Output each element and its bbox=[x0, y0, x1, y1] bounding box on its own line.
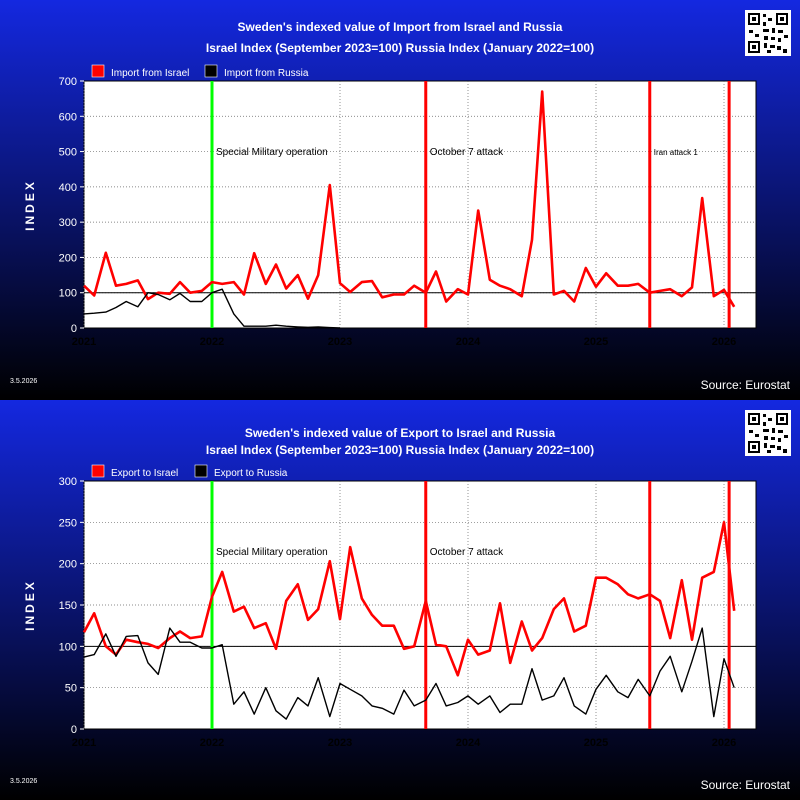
y-tick-label: 150 bbox=[59, 600, 77, 612]
legend-label-russia: Export to Russia bbox=[214, 468, 288, 479]
y-tick-label: 600 bbox=[59, 111, 77, 123]
x-tick-label: 2023 bbox=[328, 737, 352, 749]
legend-label-russia: Import from Russia bbox=[224, 68, 309, 79]
x-tick-label: 2021 bbox=[72, 336, 96, 348]
series-lines bbox=[83, 90, 736, 329]
export-chart-panel: Sweden's indexed value of Export to Isra… bbox=[0, 400, 800, 800]
y-tick-label: 50 bbox=[65, 683, 77, 695]
x-tick-label: 2026 bbox=[712, 336, 736, 348]
date-stamp: 3.5.2026 bbox=[10, 378, 37, 385]
qr-code-icon bbox=[745, 410, 791, 456]
y-tick-label: 700 bbox=[59, 76, 77, 88]
series-line-russia bbox=[83, 627, 735, 720]
x-tick-label: 2025 bbox=[584, 737, 608, 749]
y-tick-label: 200 bbox=[59, 252, 77, 264]
x-tick-label: 2025 bbox=[584, 336, 608, 348]
y-tick-label: 300 bbox=[59, 217, 77, 229]
x-tick-labels: 2021 2022 2023 2024 2025 2026 bbox=[72, 737, 736, 749]
legend-label-israel: Import from Israel bbox=[111, 68, 189, 79]
event-marker-label: Special Military operation bbox=[216, 147, 328, 158]
event-marker-label: Special Military operation bbox=[216, 547, 328, 558]
event-marker-label: October 7 attack bbox=[430, 147, 504, 158]
x-tick-label: 2022 bbox=[200, 737, 224, 749]
y-tick-label: 500 bbox=[59, 147, 77, 159]
y-tick-label: 300 bbox=[59, 476, 77, 488]
y-tick-label: 400 bbox=[59, 182, 77, 194]
x-tick-label: 2024 bbox=[456, 336, 481, 348]
y-tick-label: 100 bbox=[59, 288, 77, 300]
legend-swatch-russia bbox=[194, 464, 208, 478]
x-tick-label: 2026 bbox=[712, 737, 736, 749]
import-chart-panel: Sweden's indexed value of Import from Is… bbox=[0, 0, 800, 400]
y-tick-label: 100 bbox=[59, 641, 77, 653]
legend-label-israel: Export to Israel bbox=[111, 468, 178, 479]
y-tick-label: 250 bbox=[59, 517, 77, 529]
chart-title: Sweden's indexed value of Export to Isra… bbox=[245, 426, 556, 440]
series-line-israel bbox=[82, 521, 736, 677]
event-marker-label: Iran attack 1 bbox=[654, 148, 699, 157]
qr-code-icon bbox=[745, 10, 791, 56]
x-tick-label: 2023 bbox=[328, 336, 352, 348]
y-axis-label: INDEX bbox=[23, 579, 37, 631]
date-stamp: 3.5.2026 bbox=[10, 778, 37, 785]
y-axis-label: INDEX bbox=[23, 179, 37, 231]
y-tick-label: 200 bbox=[59, 559, 77, 571]
series-lines bbox=[82, 521, 736, 720]
y-tick-label: 0 bbox=[71, 323, 77, 335]
y-tick-labels: 0 50 100 150 200 250 300 bbox=[59, 476, 84, 736]
y-tick-label: 0 bbox=[71, 724, 77, 736]
chart-subtitle: Israel Index (September 2023=100) Russia… bbox=[206, 443, 594, 457]
event-markers: Special Military operation October 7 atta… bbox=[210, 81, 731, 328]
series-line-russia bbox=[83, 288, 341, 329]
chart-legend: Export to Israel Export to Russia bbox=[91, 464, 288, 479]
x-tick-labels: 2021 2022 2023 2024 2025 2026 bbox=[72, 336, 736, 348]
legend-swatch-israel bbox=[91, 64, 105, 78]
series-line-israel bbox=[83, 90, 736, 308]
y-tick-labels: 0 100 200 300 400 500 600 700 bbox=[59, 76, 84, 335]
chart-subtitle: Israel Index (September 2023=100) Russia… bbox=[206, 41, 594, 55]
x-tick-label: 2021 bbox=[72, 737, 96, 749]
x-tick-label: 2022 bbox=[200, 336, 224, 348]
source-label: Source: Eurostat bbox=[701, 778, 791, 792]
source-label: Source: Eurostat bbox=[701, 378, 791, 392]
legend-swatch-russia bbox=[204, 64, 218, 78]
chart-title: Sweden's indexed value of Import from Is… bbox=[238, 20, 563, 34]
chart-legend: Import from Israel Import from Russia bbox=[91, 64, 309, 79]
legend-swatch-israel bbox=[91, 464, 105, 478]
x-tick-label: 2024 bbox=[456, 737, 481, 749]
event-marker-label: October 7 attack bbox=[430, 547, 504, 558]
